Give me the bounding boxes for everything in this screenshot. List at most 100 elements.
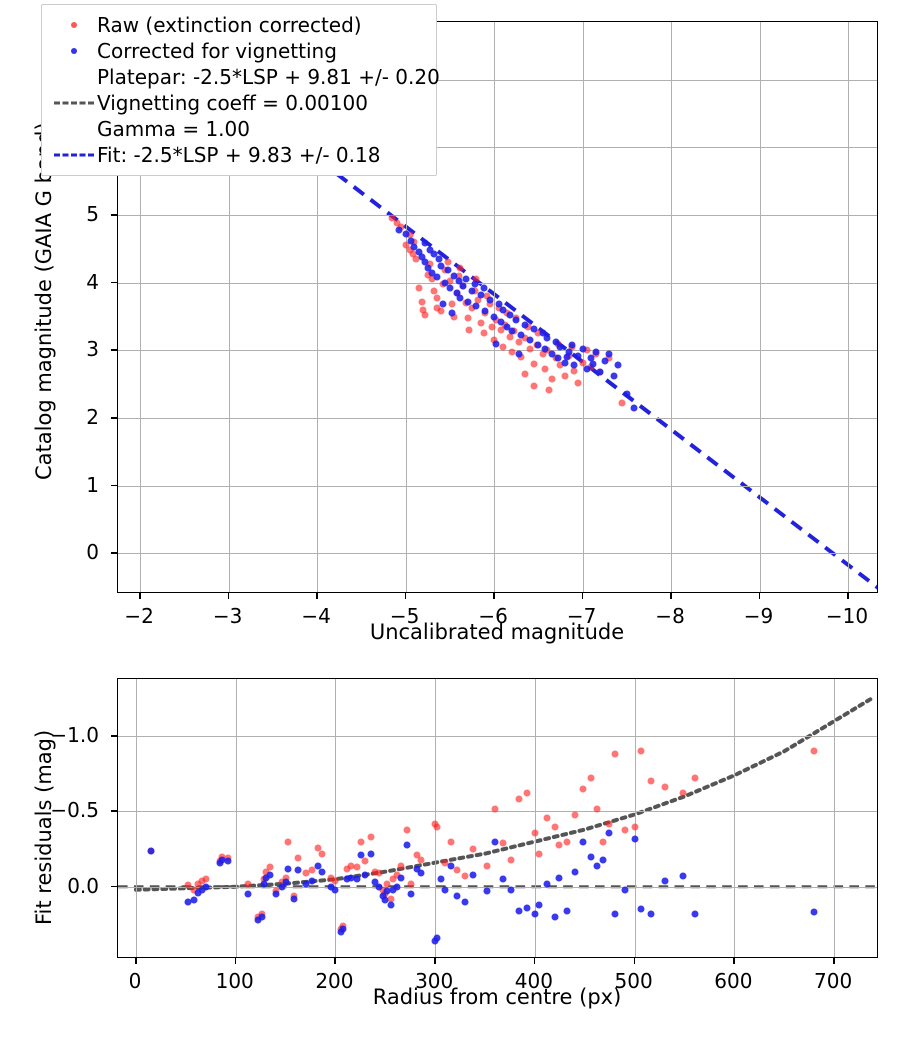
data-point: [515, 350, 523, 358]
data-point: [599, 838, 607, 846]
data-point: [571, 811, 579, 818]
tick-label-x: 300: [415, 969, 454, 993]
data-point: [534, 341, 542, 349]
gridline-horizontal: [118, 350, 877, 352]
data-point: [415, 284, 423, 292]
gridline-vertical: [235, 679, 237, 957]
data-point: [202, 875, 210, 883]
data-point: [412, 255, 420, 263]
data-point: [661, 877, 669, 885]
tick-mark-y: [111, 735, 117, 737]
data-point: [499, 343, 507, 351]
data-point: [379, 892, 387, 900]
data-point: [433, 273, 441, 281]
data-point: [570, 367, 578, 375]
data-point: [621, 826, 629, 833]
data-point: [543, 334, 551, 342]
data-point: [407, 880, 415, 888]
data-point: [258, 913, 266, 921]
data-point: [262, 868, 270, 876]
data-point: [486, 296, 494, 303]
data-point: [387, 901, 395, 909]
tick-label-x: −2: [124, 604, 154, 628]
data-point: [455, 277, 463, 285]
data-point: [318, 850, 325, 858]
data-point: [456, 294, 464, 301]
tick-mark-y: [111, 213, 117, 216]
data-point: [379, 886, 387, 894]
data-point: [224, 857, 232, 865]
data-point: [446, 284, 454, 292]
gridline-horizontal: [118, 79, 877, 81]
y-axis-title-top: Catalog magnitude (GAIA G band): [32, 122, 56, 480]
data-point: [526, 336, 533, 344]
data-point: [570, 361, 578, 369]
data-point: [583, 346, 591, 354]
data-point: [601, 357, 609, 364]
data-point: [477, 319, 485, 327]
data-point: [353, 863, 361, 871]
data-point: [574, 379, 582, 387]
data-point: [507, 886, 515, 894]
tick-label-y: −1.0: [50, 723, 99, 748]
y-axis-title-bottom: Fit residuals (mag): [32, 729, 56, 925]
data-point: [507, 856, 515, 864]
data-point: [461, 898, 469, 906]
data-point: [302, 869, 309, 877]
data-point: [397, 874, 405, 882]
blue-dash-icon: [54, 153, 94, 157]
tick-label-y: 2: [86, 405, 99, 429]
tick-mark-x: [758, 593, 761, 599]
tick-label-x: −9: [743, 604, 774, 628]
data-point: [389, 886, 397, 894]
data-point: [409, 250, 417, 258]
data-point: [437, 262, 445, 270]
data-point: [393, 219, 401, 227]
data-point: [508, 327, 516, 335]
data-point: [387, 895, 395, 903]
data-point: [611, 750, 619, 758]
data-point: [339, 925, 347, 933]
data-point: [367, 833, 375, 841]
legend-label: Corrected for vignetting: [97, 39, 337, 63]
data-point: [406, 231, 414, 239]
data-point: [453, 892, 461, 900]
data-point: [571, 868, 579, 876]
tick-label-x: 400: [514, 969, 553, 993]
data-point: [535, 850, 543, 858]
data-point: [453, 289, 461, 297]
data-point: [531, 829, 539, 836]
data-point: [556, 361, 564, 369]
data-point: [605, 829, 613, 836]
data-point: [388, 214, 396, 222]
gridline-horizontal: [118, 553, 877, 555]
data-point: [421, 311, 429, 319]
data-point: [424, 264, 432, 272]
data-point: [402, 241, 410, 249]
data-point: [462, 275, 470, 283]
data-point: [441, 279, 449, 287]
data-point: [375, 869, 383, 877]
tick-label-x: −3: [212, 604, 243, 628]
data-point: [555, 841, 563, 849]
data-point: [495, 304, 502, 312]
tick-label-x: −10: [825, 604, 869, 628]
gridline-vertical: [140, 22, 142, 592]
data-point: [593, 862, 601, 870]
legend-item: Corrected for vignetting: [51, 38, 427, 64]
data-point: [551, 823, 559, 830]
data-point: [515, 907, 523, 915]
data-point: [184, 898, 192, 906]
data-point: [426, 246, 434, 254]
gridline-horizontal: [118, 736, 877, 738]
data-point: [433, 823, 441, 830]
tick-mark-x: [234, 958, 237, 964]
data-point: [554, 354, 562, 362]
tick-mark-x: [334, 958, 337, 964]
data-point: [367, 850, 375, 858]
data-point: [512, 316, 520, 324]
tick-label-x: 600: [714, 969, 753, 993]
data-point: [284, 865, 292, 873]
data-point: [383, 880, 391, 888]
data-point: [495, 300, 502, 308]
